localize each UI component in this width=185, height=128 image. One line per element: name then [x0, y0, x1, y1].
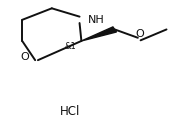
Polygon shape — [81, 27, 117, 41]
Text: O: O — [135, 29, 144, 39]
Text: NH: NH — [88, 15, 105, 25]
Text: &1: &1 — [64, 42, 76, 51]
Text: HCl: HCl — [60, 105, 80, 118]
Text: O: O — [21, 52, 29, 62]
